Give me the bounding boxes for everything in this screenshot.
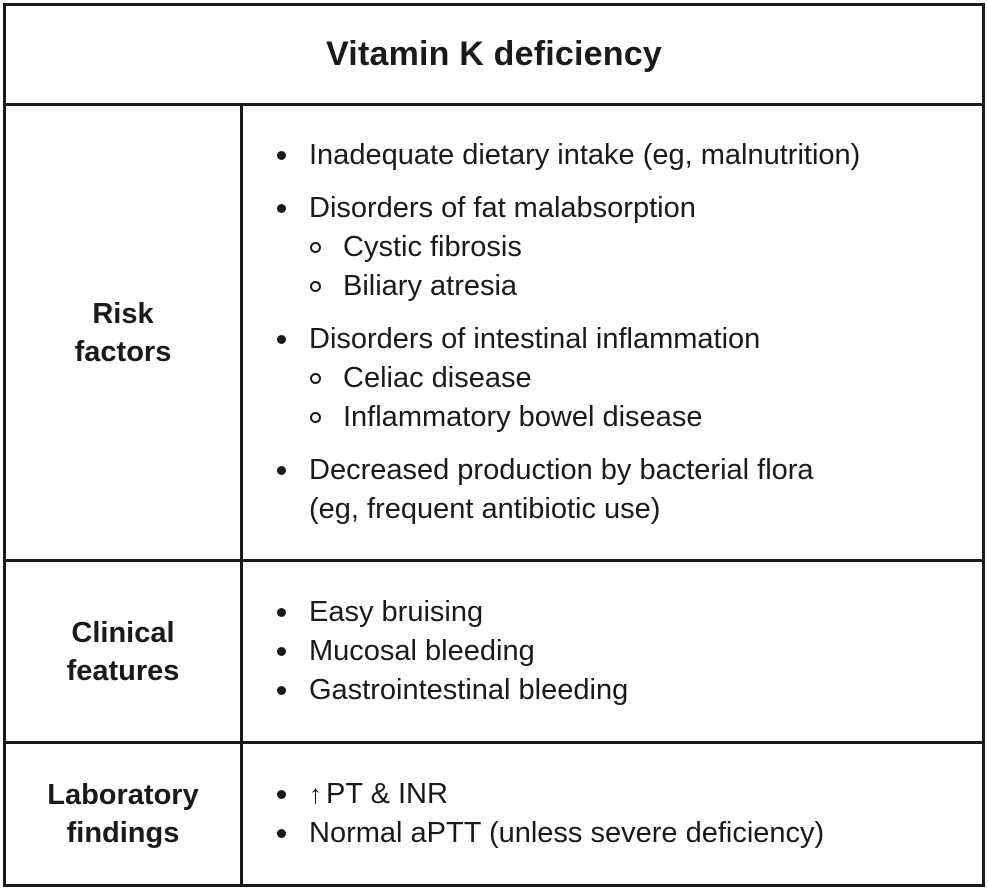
row-clinical-features: Clinical features Easy bruising Mucosal … <box>6 562 982 744</box>
list-item: Disorders of intestinal inflammation Cel… <box>273 320 982 437</box>
bullet-text: PT & INR <box>326 778 448 810</box>
risk-factors-content: Inadequate dietary intake (eg, malnutrit… <box>243 106 982 559</box>
risk-factors-list: Inadequate dietary intake (eg, malnutrit… <box>273 136 982 529</box>
label-risk-line2: factors <box>74 335 172 368</box>
label-clinical-line1: Clinical <box>71 616 175 649</box>
clinical-features-list: Easy bruising Mucosal bleeding Gastroint… <box>273 593 982 710</box>
sub-list: Celiac disease Inflammatory bowel diseas… <box>309 359 982 437</box>
list-item: ↑ PT & INR <box>273 775 982 814</box>
list-item: Inadequate dietary intake (eg, malnutrit… <box>273 136 982 175</box>
list-item: Normal aPTT (unless severe deficiency) <box>273 814 982 853</box>
list-item: Decreased production by bacterial flora … <box>273 451 982 529</box>
bullet-text: Disorders of fat malabsorption <box>309 192 696 224</box>
list-item: Disorders of fat malabsorption Cystic fi… <box>273 189 982 306</box>
table-title: Vitamin K deficiency <box>326 35 662 73</box>
row-laboratory-findings: Laboratory findings ↑ PT & INR Normal aPT… <box>6 744 982 884</box>
sub-list-item: Biliary atresia <box>309 267 982 306</box>
sub-list-item: Celiac disease <box>309 359 982 398</box>
label-lab-line2: findings <box>66 817 180 849</box>
list-item: Gastrointestinal bleeding <box>273 671 982 710</box>
label-risk-factors: Risk factors <box>6 106 243 559</box>
sub-list-item: Cystic fibrosis <box>309 228 982 267</box>
bullet-text: Decreased production by bacterial flora <box>309 454 814 486</box>
list-item: Mucosal bleeding <box>273 632 982 671</box>
sub-list-item: Inflammatory bowel disease <box>309 398 982 437</box>
vitamin-k-table: Vitamin K deficiency Risk factors Inadeq… <box>3 3 985 887</box>
bullet-text: Disorders of intestinal inflammation <box>309 323 761 355</box>
list-item: Easy bruising <box>273 593 982 632</box>
row-risk-factors: Risk factors Inadequate dietary intake (… <box>6 106 982 562</box>
clinical-features-content: Easy bruising Mucosal bleeding Gastroint… <box>243 562 982 741</box>
label-lab-line1: Laboratory <box>47 779 199 811</box>
bullet-text: Inadequate dietary intake (eg, malnutrit… <box>309 139 861 171</box>
label-laboratory-findings: Laboratory findings <box>6 744 243 884</box>
table-header: Vitamin K deficiency <box>6 6 982 106</box>
arrow-up-icon: ↑ <box>309 779 322 809</box>
label-clinical-features: Clinical features <box>6 562 243 741</box>
sub-list: Cystic fibrosis Biliary atresia <box>309 228 982 306</box>
label-clinical-line2: features <box>66 654 180 687</box>
laboratory-findings-content: ↑ PT & INR Normal aPTT (unless severe def… <box>243 744 982 884</box>
laboratory-findings-list: ↑ PT & INR Normal aPTT (unless severe def… <box>273 775 982 853</box>
label-risk-line1: Risk <box>92 297 154 330</box>
bullet-text-continued: (eg, frequent antibiotic use) <box>309 493 661 525</box>
